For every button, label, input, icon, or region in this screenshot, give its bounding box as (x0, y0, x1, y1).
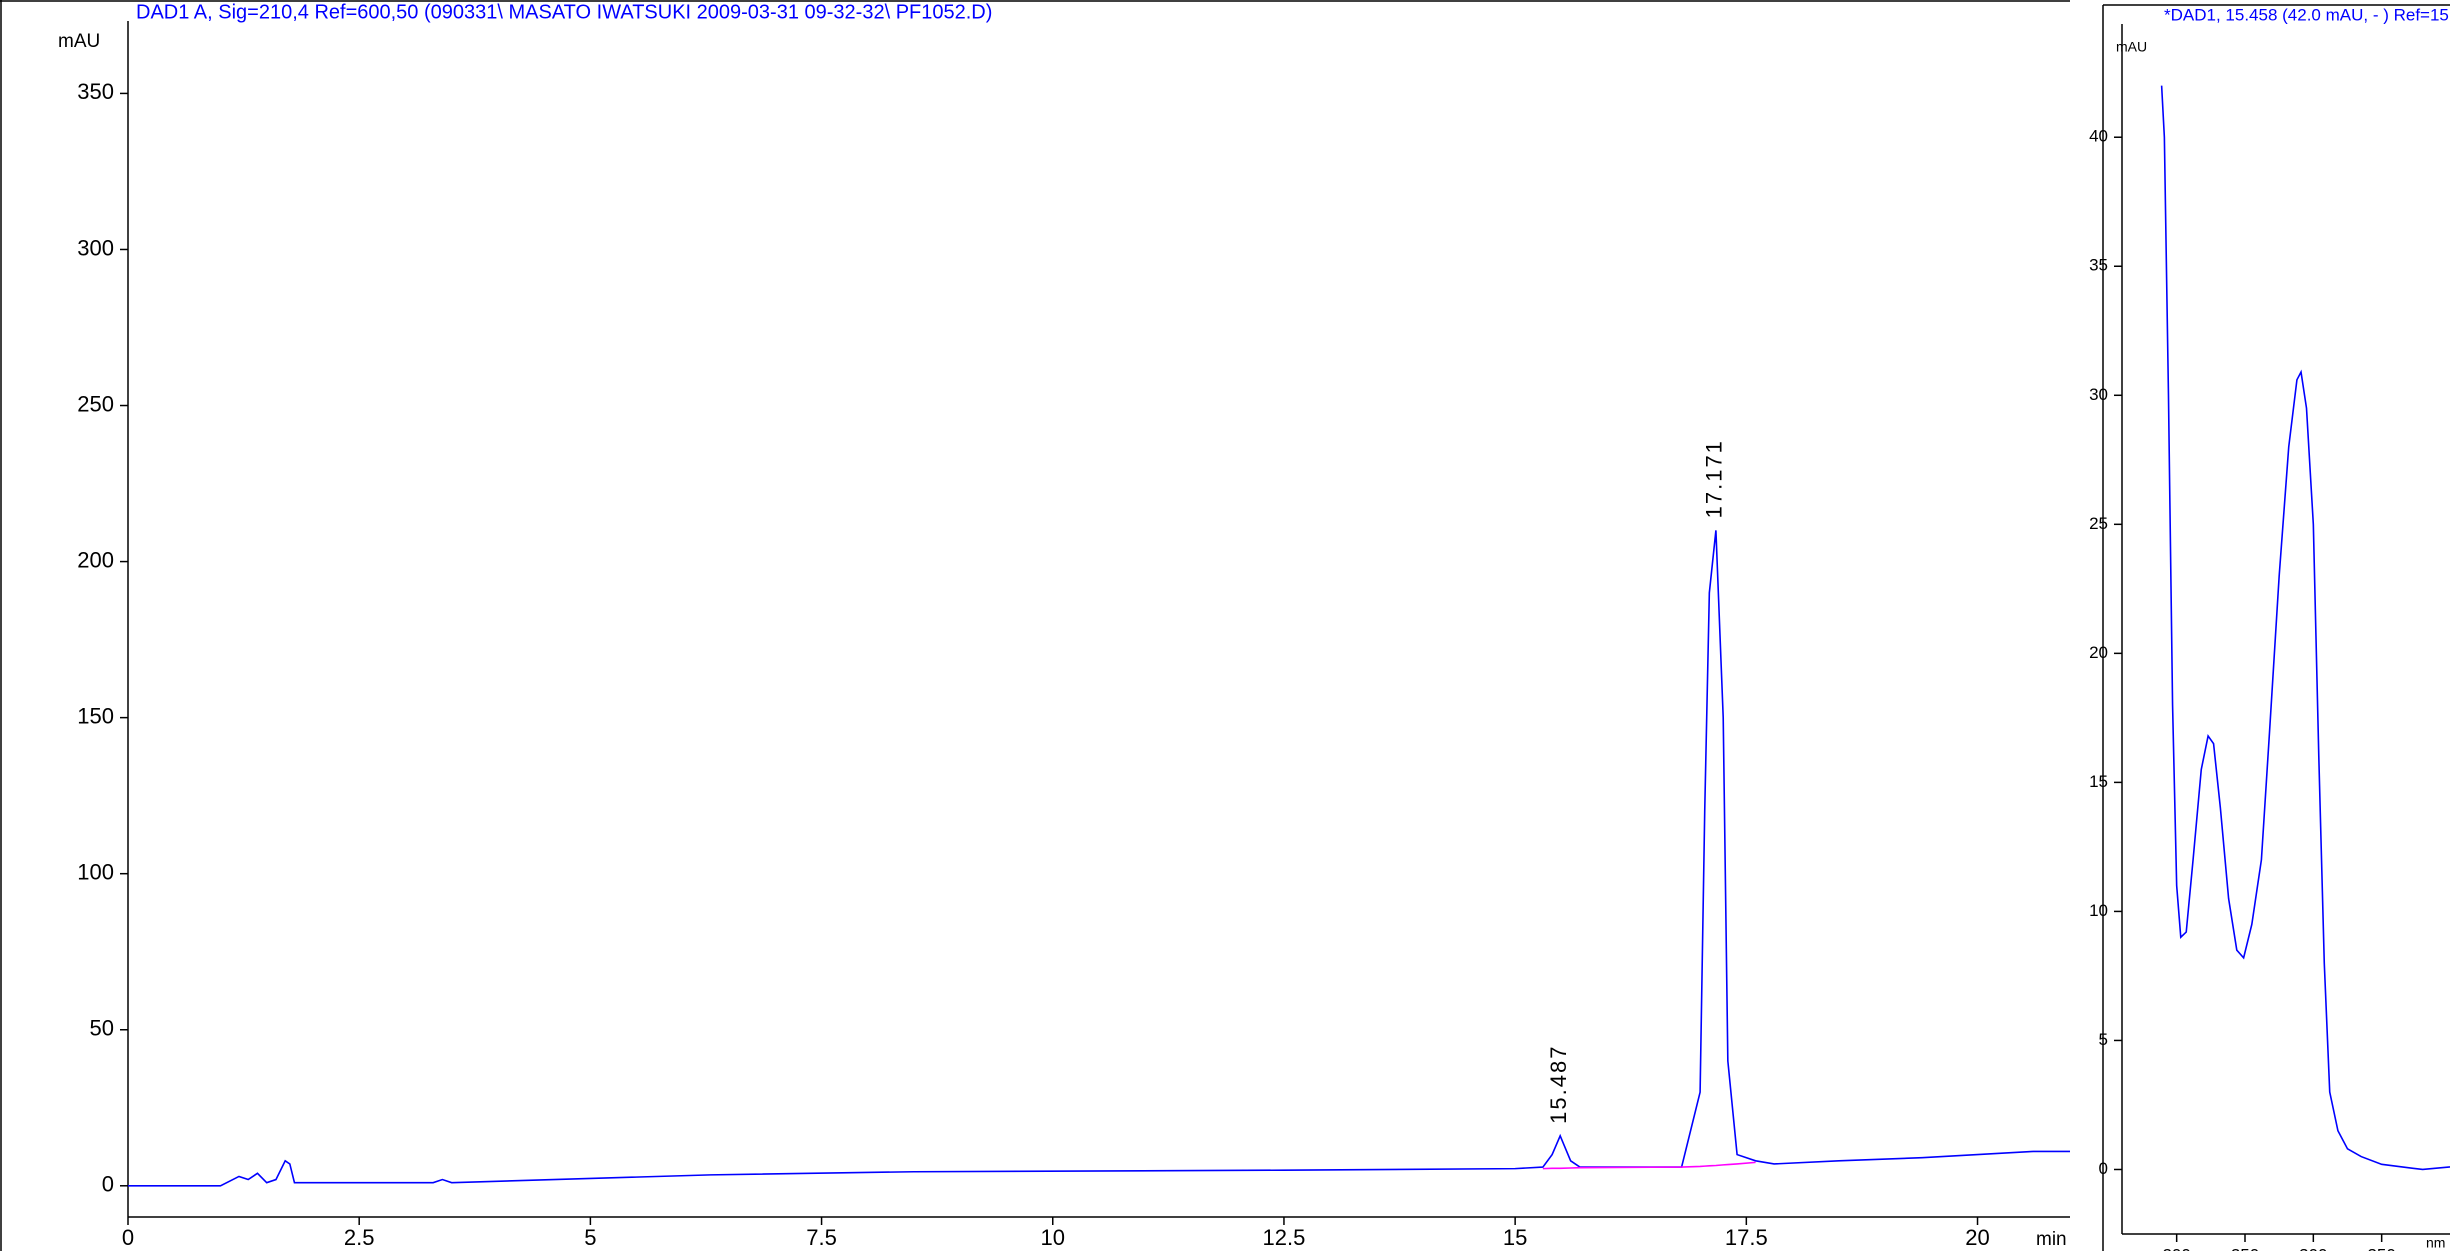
x-tick-label: 7.5 (806, 1225, 837, 1250)
y-tick-label: 50 (90, 1016, 114, 1041)
data-line (1542, 1161, 1756, 1170)
x-tick-label: 5 (584, 1225, 596, 1250)
y-tick-label: 100 (77, 859, 114, 884)
y-tick-label: 300 (77, 235, 114, 260)
peak-label: 15.487 (1546, 1045, 1571, 1124)
y-tick-label: 10 (2089, 901, 2108, 920)
x-tick-label: 0 (122, 1225, 134, 1250)
x-tick-label: 12.5 (1263, 1225, 1306, 1250)
chart-title: DAD1 A, Sig=210,4 Ref=600,50 (090331\ MA… (136, 1, 992, 23)
x-tick-label: 350 (2367, 1245, 2395, 1251)
y-tick-label: 20 (2089, 643, 2108, 662)
data-line (2160, 85, 2450, 1171)
x-tick-label: 15 (1503, 1225, 1527, 1250)
y-tick-label: 0 (2099, 1159, 2108, 1178)
y-tick-label: 250 (77, 391, 114, 416)
y-tick-label: 0 (102, 1172, 114, 1197)
peak-label: 17.171 (1702, 439, 1727, 518)
y-tick-label: 40 (2089, 127, 2108, 146)
x-tick-label: 20 (1965, 1225, 1989, 1250)
chart-title: *DAD1, 15.458 (42.0 mAU, - ) Ref=15.30 (2164, 5, 2450, 24)
y-tick-label: 35 (2089, 256, 2108, 275)
y-tick-label: 5 (2099, 1030, 2108, 1049)
x-tick-label: 10 (1041, 1225, 1065, 1250)
y-tick-label: 15 (2089, 772, 2108, 791)
y-tick-label: 350 (77, 79, 114, 104)
x-tick-label: 17.5 (1725, 1225, 1768, 1250)
x-tick-label: 2.5 (344, 1225, 375, 1250)
y-axis-label: mAU (58, 31, 100, 52)
y-tick-label: 200 (77, 547, 114, 572)
x-tick-label: 200 (2162, 1245, 2190, 1251)
x-tick-label: 250 (2231, 1245, 2259, 1251)
x-axis-label: nm (2426, 1235, 2445, 1251)
y-tick-label: 150 (77, 703, 114, 728)
data-line (128, 530, 2070, 1187)
y-tick-label: 25 (2089, 514, 2108, 533)
y-axis-label: mAU (2116, 39, 2147, 55)
y-tick-label: 30 (2089, 385, 2108, 404)
x-axis-label: min (2036, 1229, 2067, 1250)
x-tick-label: 300 (2299, 1245, 2327, 1251)
